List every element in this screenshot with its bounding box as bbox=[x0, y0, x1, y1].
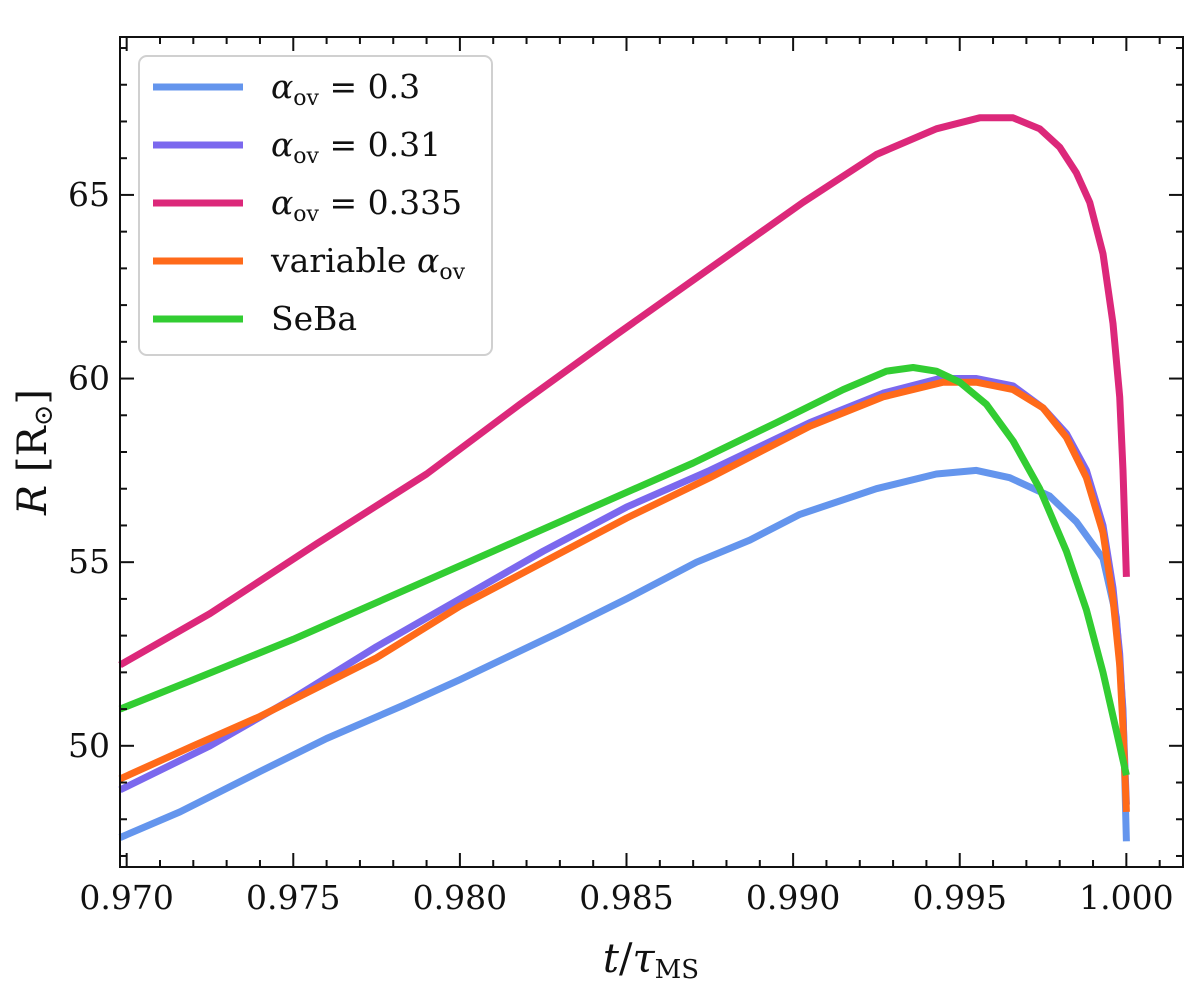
legend: αov = 0.3 αov = 0.31 αov = 0.335 variable α… bbox=[138, 55, 493, 356]
legend-label-5: SeBa bbox=[271, 299, 357, 338]
series-layer bbox=[118, 114, 1130, 842]
y-tick-label: 50 bbox=[68, 726, 110, 765]
y-tick-label: 55 bbox=[68, 542, 110, 581]
legend-label-1: αov = 0.3 bbox=[271, 67, 420, 111]
series-line-1 bbox=[118, 466, 1130, 842]
x-tick-label: 1.000 bbox=[1079, 878, 1173, 917]
legend-label-2: αov = 0.31 bbox=[271, 125, 441, 169]
y-tick-label: 60 bbox=[68, 359, 110, 398]
x-tick-label: 0.985 bbox=[579, 878, 673, 917]
legend-frame bbox=[138, 55, 493, 356]
series-line-4 bbox=[118, 378, 1130, 813]
x-tick-label: 0.995 bbox=[912, 878, 1006, 917]
series-line-5 bbox=[118, 364, 1130, 776]
plot-frame bbox=[119, 36, 1184, 868]
x-tick-label: 0.970 bbox=[79, 878, 173, 917]
y-tick-label: 65 bbox=[68, 175, 110, 214]
legend-label-4: variable αov bbox=[270, 241, 466, 285]
x-tick-label: 0.990 bbox=[746, 878, 840, 917]
ticks-layer: 0.970 0.975 0.980 0.985 0.990 0.995 1.000 50 55 6… bbox=[68, 37, 1183, 917]
legend-label-3: αov = 0.335 bbox=[271, 183, 462, 227]
series-line-3 bbox=[118, 114, 1130, 669]
x-tick-label: 0.975 bbox=[246, 878, 340, 917]
x-tick-label: 0.980 bbox=[413, 878, 507, 917]
